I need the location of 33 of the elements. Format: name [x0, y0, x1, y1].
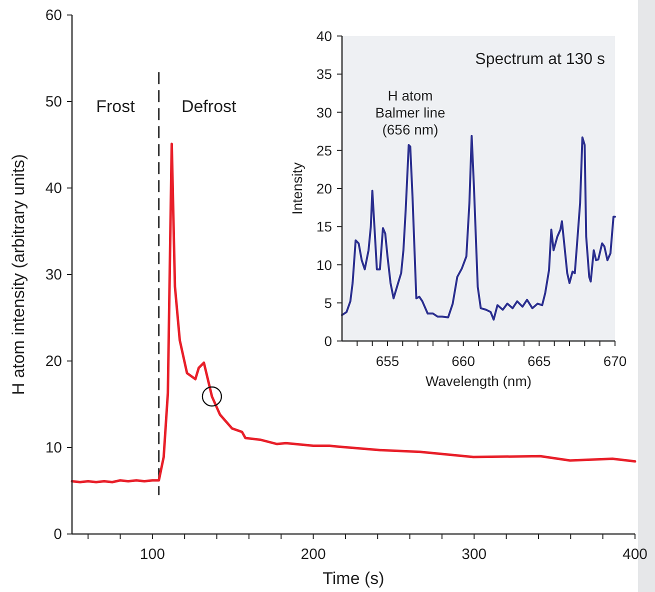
x-tick-label: 400 — [622, 546, 648, 563]
y-tick-label: 20 — [316, 180, 332, 196]
y-tick-label: 20 — [45, 353, 62, 370]
y-tick-label: 15 — [316, 218, 332, 235]
line-series — [70, 142, 636, 484]
annotation: Frost — [96, 97, 136, 116]
annotation: H atom Balmer line (656 nm) — [375, 88, 446, 138]
x-tick-label: 670 — [603, 353, 627, 369]
y-tick-label: 40 — [45, 180, 62, 197]
y-axis-title: Intensity — [289, 162, 305, 215]
y-tick-label: 30 — [45, 266, 62, 284]
x-tick-label: 100 — [140, 546, 165, 563]
x-axis-title: Wavelength (nm) — [425, 373, 532, 389]
x-tick-label: 655 — [376, 353, 400, 369]
x-tick-label: 200 — [300, 546, 326, 563]
y-tick-label: 5 — [324, 294, 332, 311]
y-axis-title: H atom intensity (arbitrary units) — [9, 154, 28, 395]
y-tick-label: 50 — [45, 94, 62, 110]
x-tick-label: 660 — [452, 353, 476, 369]
y-tick-label: 30 — [316, 104, 332, 120]
y-tick-label: 10 — [316, 256, 332, 273]
text: Spectrum at 130 s — [475, 51, 605, 68]
y-tick-label: 35 — [316, 66, 332, 82]
y-tick-label: 25 — [316, 142, 332, 158]
annotation: Defrost — [181, 97, 237, 116]
y-tick-label: 60 — [45, 7, 62, 24]
x-tick-label: 665 — [527, 353, 552, 369]
x-axis-title: Time (s) — [322, 569, 384, 588]
y-tick-label: 40 — [316, 28, 332, 44]
y-tick-label: 10 — [45, 440, 62, 456]
y-tick-label: 0 — [54, 526, 62, 543]
y-tick-label: 0 — [324, 333, 332, 349]
x-tick-label: 300 — [462, 546, 487, 563]
